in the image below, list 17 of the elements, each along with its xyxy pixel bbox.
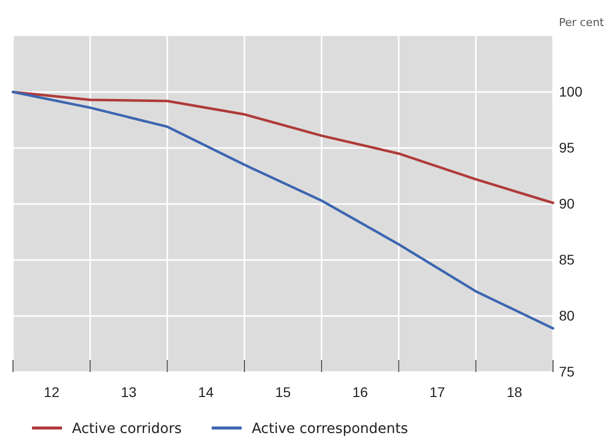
x-tick-label: 12 (44, 384, 60, 400)
x-tick-label: 15 (275, 384, 291, 400)
x-tick-label: 13 (120, 384, 137, 400)
line-series (12, 90, 554, 330)
y-tick-label: 75 (559, 363, 575, 380)
x-tick-label: 14 (198, 384, 214, 400)
y-axis-title: Per cent (558, 16, 605, 29)
y-tick-label: 80 (559, 307, 575, 324)
x-tick-label: 17 (429, 384, 446, 400)
x-tick-label: 18 (506, 384, 522, 400)
y-tick-label: 100 (559, 83, 583, 100)
legend-label: Active correspondents (252, 421, 408, 437)
y-tick-label: 85 (559, 251, 575, 268)
x-tick-label: 16 (352, 384, 368, 400)
y-tick-label: 95 (559, 139, 575, 156)
y-tick-label: 90 (559, 195, 575, 212)
legend-label: Active corridors (72, 421, 182, 437)
